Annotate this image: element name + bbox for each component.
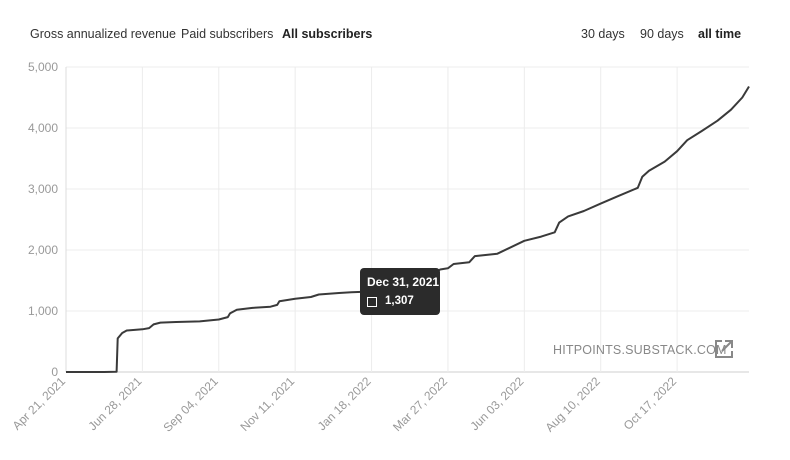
x-tick-label: Sep 04, 2021 <box>161 374 222 435</box>
y-tick-label: 5,000 <box>28 60 58 74</box>
y-tick-label: 2,000 <box>28 243 58 257</box>
x-tick-label: Jan 18, 2022 <box>315 374 374 433</box>
x-tick-label: Nov 11, 2021 <box>238 374 298 434</box>
x-tick-label: Jun 03, 2022 <box>467 374 526 433</box>
tab-90-days[interactable]: 90 days <box>640 27 684 41</box>
y-tick-label: 4,000 <box>28 121 58 135</box>
chart-tabs: Gross annualized revenue Paid subscriber… <box>0 27 790 45</box>
chart-tooltip: Dec 31, 2021 1,307 <box>360 268 440 315</box>
tooltip-date: Dec 31, 2021 <box>367 275 440 289</box>
watermark-text: HITPOINTS.SUBSTACK.COM <box>553 343 727 357</box>
external-link-icon[interactable] <box>713 338 735 363</box>
x-tick-label: Apr 21, 2021 <box>10 374 69 433</box>
chart-grid <box>65 66 749 373</box>
y-tick-label: 3,000 <box>28 182 58 196</box>
tooltip-value: 1,307 <box>385 295 414 307</box>
tab-gross-annualized-revenue[interactable]: Gross annualized revenue <box>30 27 176 41</box>
y-tick-label: 1,000 <box>28 304 58 318</box>
x-tick-label: Jun 28, 2021 <box>86 374 145 433</box>
x-tick-label: Mar 27, 2022 <box>390 374 450 434</box>
y-tick-label: 0 <box>51 365 58 379</box>
all-subscribers-line <box>66 85 750 373</box>
tooltip-series-swatch <box>367 297 377 307</box>
x-tick-label: Oct 17, 2022 <box>621 374 680 433</box>
tab-paid-subscribers[interactable]: Paid subscribers <box>181 27 274 41</box>
tab-all-time[interactable]: all time <box>698 27 742 41</box>
chart-axes: 0 1,000 2,000 3,000 4,000 5,000 Apr 21, 2021 Ju… <box>10 60 680 435</box>
x-tick-label: Aug 10, 2022 <box>542 374 603 435</box>
chart-series <box>66 85 750 373</box>
tab-all-subscribers[interactable]: All subscribers <box>282 27 373 41</box>
tab-30-days[interactable]: 30 days <box>581 27 625 41</box>
